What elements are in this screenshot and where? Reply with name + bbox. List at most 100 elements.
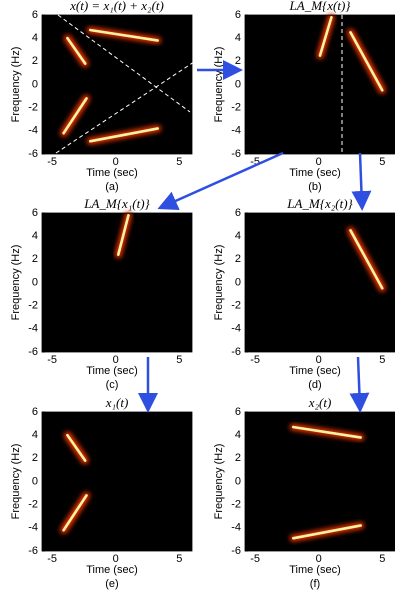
y-tick-label: 4 [32, 230, 38, 242]
y-tick-label: 0 [32, 475, 38, 487]
y-tick-label: -6 [28, 148, 38, 160]
y-tick-label: -6 [231, 148, 241, 160]
x-tick-label: -5 [250, 354, 260, 366]
ridge [292, 524, 362, 540]
y-tick-label: 4 [32, 429, 38, 441]
plot-area [42, 213, 192, 352]
panel-title: LA_M{x₁(t)} [83, 196, 150, 211]
panel-title: x₁(t) [105, 395, 129, 410]
y-tick-label: -6 [231, 545, 241, 557]
x-tick-label: -5 [250, 156, 260, 168]
y-tick-label: 0 [235, 276, 241, 288]
caption: (e) [105, 578, 118, 590]
ridge [62, 97, 88, 135]
y-axis-label: Frequency (Hz) [10, 444, 22, 520]
x-tick-label: 0 [113, 553, 119, 565]
y-tick-label: -6 [231, 346, 241, 358]
guide-line [55, 59, 198, 154]
y-tick-label: -4 [28, 125, 38, 137]
y-tick-label: -6 [28, 346, 38, 358]
x-axis-label: Time (sec) [289, 564, 341, 576]
y-tick-label: 6 [235, 207, 241, 219]
y-tick-label: 2 [32, 55, 38, 67]
ridge [349, 31, 384, 92]
panel-title: LA_M{x₂(t)} [286, 196, 353, 211]
ridge [117, 214, 130, 256]
y-tick-label: 2 [235, 253, 241, 265]
caption: (f) [310, 578, 320, 590]
x-tick-label: 5 [379, 354, 385, 366]
y-tick-label: 4 [235, 230, 241, 242]
y-axis-label: Frequency (Hz) [10, 47, 22, 123]
ridge [349, 229, 384, 290]
panels: -5 0 5 -6 -4 -2 0 2 4 6 Time (sec) Frequency (Hz) (a… [10, 0, 395, 590]
x-axis-label: Time (sec) [86, 365, 138, 377]
x-axis-label: Time (sec) [289, 167, 341, 179]
annotations [55, 14, 343, 154]
x-tick-label: -5 [47, 156, 57, 168]
x-axis-label: Time (sec) [86, 564, 138, 576]
x-axis-label: Time (sec) [86, 167, 138, 179]
x-tick-label: 5 [176, 553, 182, 565]
caption: (a) [105, 181, 118, 193]
x-tick-label: 0 [113, 354, 119, 366]
panel-title: x(t) = x₁(t) + x₂(t) [69, 0, 164, 13]
x-tick-label: 5 [176, 156, 182, 168]
y-tick-label: -2 [231, 499, 241, 511]
y-tick-label: 6 [235, 9, 241, 21]
y-tick-label: 6 [32, 406, 38, 418]
y-tick-label: -4 [231, 125, 241, 137]
y-tick-label: 4 [32, 32, 38, 44]
ridge [318, 16, 333, 57]
y-tick-label: -2 [231, 102, 241, 114]
y-tick-label: 0 [32, 276, 38, 288]
caption: (c) [106, 379, 119, 391]
ridge [62, 494, 88, 532]
x-tick-label: 0 [316, 553, 322, 565]
arrow [157, 151, 284, 211]
y-tick-label: 6 [235, 406, 241, 418]
y-tick-label: -6 [28, 545, 38, 557]
arrows [138, 60, 372, 413]
y-tick-label: 0 [32, 78, 38, 90]
y-tick-label: -4 [28, 323, 38, 335]
x-tick-label: 0 [113, 156, 119, 168]
y-tick-label: 2 [32, 253, 38, 265]
y-tick-label: 0 [235, 475, 241, 487]
y-tick-label: 6 [32, 207, 38, 219]
y-tick-label: -4 [231, 323, 241, 335]
ridge [66, 433, 87, 462]
y-tick-label: -4 [28, 522, 38, 534]
y-tick-label: 0 [235, 78, 241, 90]
x-tick-label: -5 [250, 553, 260, 565]
y-tick-label: 2 [235, 452, 241, 464]
ridge [89, 28, 159, 42]
plot-area [245, 412, 395, 551]
plot-area [245, 213, 395, 352]
x-axis-label: Time (sec) [289, 365, 341, 377]
x-tick-label: -5 [47, 553, 57, 565]
y-tick-label: 2 [32, 452, 38, 464]
y-tick-label: -2 [28, 499, 38, 511]
y-tick-label: -4 [231, 522, 241, 534]
panel-title: x₂(t) [308, 395, 332, 410]
x-tick-label: 5 [176, 354, 182, 366]
ridge [66, 36, 87, 65]
x-tick-label: 5 [379, 553, 385, 565]
y-axis-label: Frequency (Hz) [213, 47, 225, 123]
y-tick-label: 4 [235, 32, 241, 44]
panel-title: LA_M{x(t)} [289, 0, 352, 13]
y-tick-label: 4 [235, 429, 241, 441]
y-tick-label: -2 [231, 300, 241, 312]
y-axis-label: Frequency (Hz) [10, 245, 22, 321]
y-axis-label: Frequency (Hz) [213, 444, 225, 520]
y-axis-label: Frequency (Hz) [213, 245, 225, 321]
y-tick-label: 2 [235, 55, 241, 67]
ridge [292, 425, 362, 439]
x-tick-label: -5 [47, 354, 57, 366]
ridge [89, 127, 159, 143]
y-tick-label: -2 [28, 300, 38, 312]
x-tick-label: 0 [316, 156, 322, 168]
plot-area [245, 15, 395, 154]
